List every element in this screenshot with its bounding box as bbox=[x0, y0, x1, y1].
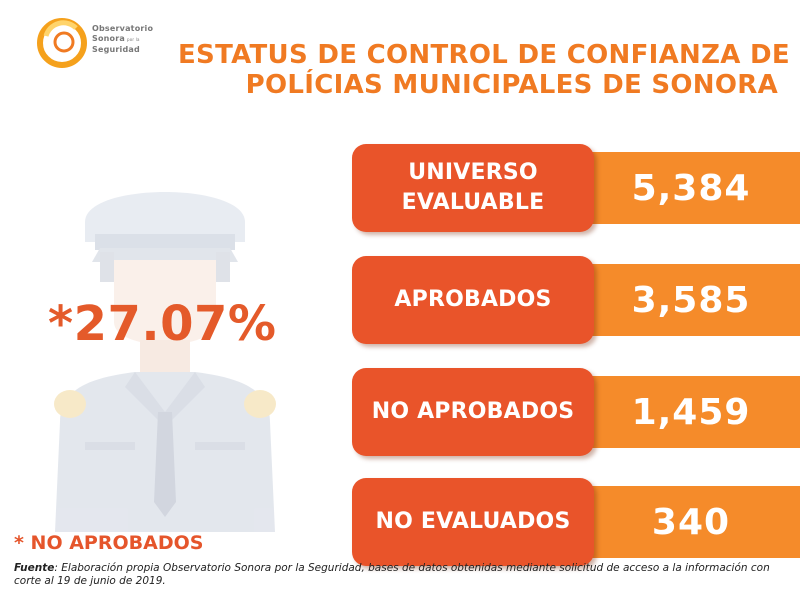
stat-value: 1,459 bbox=[631, 391, 751, 433]
source-label: Fuente bbox=[14, 562, 55, 574]
stat-value: 5,384 bbox=[631, 167, 751, 209]
title-line-2: POLÍCIAS MUNICIPALES DE SONORA bbox=[245, 70, 778, 100]
not-approved-percentage: *27.07% bbox=[48, 296, 277, 352]
stat-value-box: 340 bbox=[582, 486, 800, 558]
logo: Observatorio Sonora por la Seguridad bbox=[36, 16, 186, 72]
stat-label-box: NO APROBADOS bbox=[352, 368, 594, 456]
stat-label: APROBADOS bbox=[394, 287, 552, 312]
page-title: ESTATUS DE CONTROL DE CONFIANZA DE POLÍC… bbox=[178, 40, 790, 100]
logo-line3: Seguridad bbox=[92, 45, 140, 54]
stat-label-box: APROBADOS bbox=[352, 256, 594, 344]
stat-label: NO APROBADOS bbox=[371, 399, 575, 424]
stat-value-box: 5,384 bbox=[582, 152, 800, 224]
percentage-note: * NO APROBADOS bbox=[14, 532, 204, 554]
stat-row-no-aprobados: 1,459 NO APROBADOS bbox=[352, 368, 800, 458]
logo-line2-small: por la bbox=[127, 37, 140, 42]
police-officer-icon bbox=[54, 192, 276, 532]
logo-line2: Sonora bbox=[92, 34, 125, 43]
stat-value-box: 3,585 bbox=[582, 264, 800, 336]
stat-row-aprobados: 3,585 APROBADOS bbox=[352, 256, 800, 346]
stat-label-box: NO EVALUADOS bbox=[352, 478, 594, 566]
source-note: Fuente: Elaboración propia Observatorio … bbox=[14, 562, 794, 588]
stat-label-box: UNIVERSO EVALUABLE bbox=[352, 144, 594, 232]
title-line-1: ESTATUS DE CONTROL DE CONFIANZA DE bbox=[178, 40, 790, 70]
stat-row-universo-evaluable: 5,384 UNIVERSO EVALUABLE bbox=[352, 144, 800, 234]
logo-ring-icon bbox=[37, 18, 87, 68]
logo-text: Observatorio Sonora por la Seguridad bbox=[92, 24, 188, 55]
stat-label: NO EVALUADOS bbox=[375, 509, 571, 534]
stat-value-box: 1,459 bbox=[582, 376, 800, 448]
stat-value: 3,585 bbox=[631, 279, 751, 321]
stat-label: UNIVERSO EVALUABLE bbox=[401, 160, 545, 215]
source-text: : Elaboración propia Observatorio Sonora… bbox=[14, 562, 770, 587]
stat-row-no-evaluados: 340 NO EVALUADOS bbox=[352, 478, 800, 568]
logo-line1: Observatorio bbox=[92, 24, 154, 33]
stat-value: 340 bbox=[651, 501, 731, 543]
